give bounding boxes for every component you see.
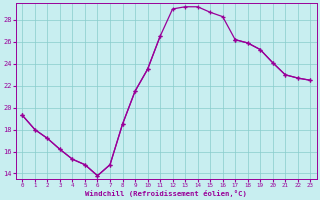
X-axis label: Windchill (Refroidissement éolien,°C): Windchill (Refroidissement éolien,°C) (85, 190, 247, 197)
